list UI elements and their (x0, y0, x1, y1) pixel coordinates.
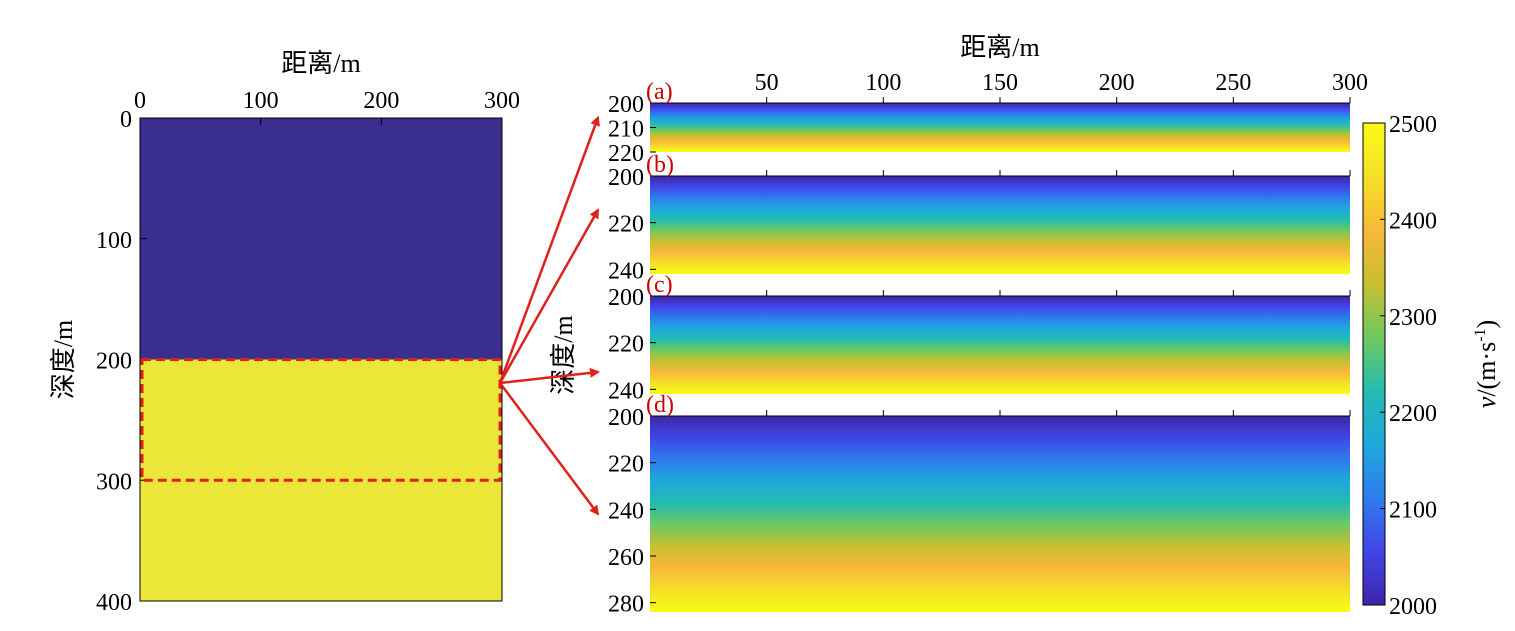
detail-panels: 200210220(a)200220240(b)200220240(c)2002… (549, 33, 1368, 618)
overview-y-tick-label: 200 (96, 349, 132, 375)
colorbar-title-close: ) (1472, 320, 1501, 329)
detail-x-tick-label: 150 (982, 70, 1018, 96)
zoom-arrow-1 (498, 208, 600, 384)
panel-label-0: (a) (646, 79, 673, 105)
detail-y-tick-label: 220 (608, 452, 644, 478)
detail-x-tick-label: 50 (755, 70, 779, 96)
overview-x-tick-label: 300 (484, 88, 520, 114)
detail-y-tick-label: 200 (608, 405, 644, 431)
detail-y-tick-label: 240 (608, 378, 644, 404)
detail-x-tick-label: 200 (1099, 70, 1135, 96)
detail-x-tick-label: 300 (1332, 70, 1368, 96)
overview-x-tick-label: 100 (243, 88, 279, 114)
detail-y-tick-label: 210 (608, 117, 644, 143)
detail-y-tick-label: 200 (608, 165, 644, 191)
detail-heatmap-3 (650, 416, 1350, 612)
panel-label-1: (b) (646, 152, 674, 178)
detail-heatmap-1 (650, 176, 1350, 274)
detail-y-tick-label: 200 (608, 92, 644, 118)
detail-y-tick-label: 200 (608, 285, 644, 311)
zoom-arrow-0 (498, 115, 600, 384)
detail-heatmap-0 (650, 103, 1350, 152)
colorbar-title-symbol: v (1472, 396, 1501, 408)
overview-x-tick-label: 200 (363, 88, 399, 114)
detail-y-tick-label: 240 (608, 498, 644, 524)
colorbar-tick-label: 2400 (1389, 208, 1437, 234)
panel-label-2: (c) (646, 272, 673, 298)
detail-y-tick-label: 220 (608, 212, 644, 238)
colorbar-gradient (1362, 122, 1386, 606)
colorbar-title-unit: /(m·s (1472, 342, 1501, 397)
velocity-region-0 (140, 118, 502, 360)
colorbar-tick-label: 2100 (1389, 498, 1437, 524)
colorbar-tick-label: 2300 (1389, 305, 1437, 331)
overview-y-tick-label: 400 (96, 590, 132, 616)
detail-x-tick-label: 100 (865, 70, 901, 96)
overview-y-tick-label: 0 (120, 107, 132, 133)
zoom-arrow-2 (499, 367, 600, 385)
overview-x-tick-label: 0 (134, 88, 146, 114)
detail-y-tick-label: 220 (608, 332, 644, 358)
zoom-arrows (498, 115, 600, 516)
overview-x-axis-title: 距离/m (281, 49, 360, 78)
colorbar: 2000 2100 2200 2300 2400 2500 v/(m·s-1) (1362, 112, 1501, 620)
detail-heatmap-2 (650, 296, 1350, 394)
overview-panel: 0 100 200 300 0 100 200 300 400 距离/m 深度/m (49, 49, 520, 616)
colorbar-title: v/(m·s-1) (1472, 320, 1501, 408)
colorbar-title-exponent: -1 (1472, 328, 1489, 341)
panel-label-3: (d) (646, 392, 674, 418)
detail-x-axis-title: 距离/m (960, 33, 1039, 62)
overview-y-tick-label: 300 (96, 469, 132, 495)
zoom-arrow-3 (498, 382, 600, 516)
detail-x-tick-label: 250 (1215, 70, 1251, 96)
overview-y-axis-title: 深度/m (49, 320, 78, 399)
detail-y-tick-label: 240 (608, 258, 644, 284)
colorbar-tick-label: 2000 (1389, 594, 1437, 620)
detail-y-tick-label: 260 (608, 545, 644, 571)
detail-y-tick-label: 280 (608, 592, 644, 618)
colorbar-tick-label: 2500 (1389, 112, 1437, 138)
colorbar-tick-label: 2200 (1389, 401, 1437, 427)
highlight-box (140, 358, 502, 482)
detail-y-tick-label: 220 (608, 141, 644, 167)
detail-y-axis-title: 深度/m (549, 315, 578, 394)
overview-y-tick-label: 100 (96, 228, 132, 254)
